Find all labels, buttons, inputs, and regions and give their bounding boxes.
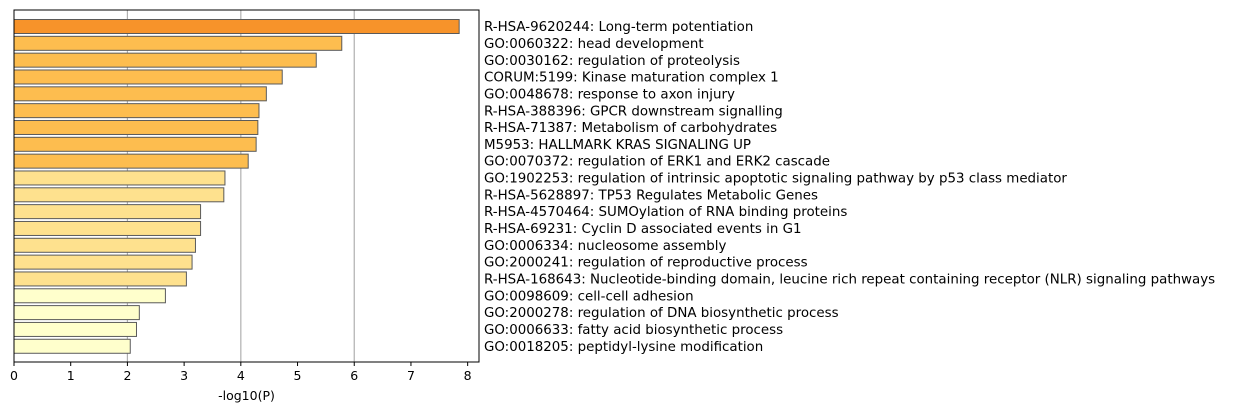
x-tick-label: 7 bbox=[407, 368, 415, 383]
bar bbox=[13, 271, 187, 287]
x-tick-label: 8 bbox=[464, 368, 472, 383]
bars bbox=[13, 19, 460, 354]
category-label: GO:0030162: regulation of proteolysis bbox=[484, 54, 740, 69]
category-label: R-HSA-71387: Metabolism of carbohydrates bbox=[484, 121, 777, 136]
bar bbox=[13, 170, 226, 186]
category-labels: R-HSA-9620244: Long-term potentiation GO:… bbox=[484, 20, 1215, 355]
category-label: M5953: HALLMARK KRAS SIGNALING UP bbox=[484, 138, 751, 153]
category-label: GO:0018205: peptidyl-lysine modification bbox=[484, 340, 763, 355]
bar bbox=[13, 321, 137, 337]
x-tick-label: 4 bbox=[237, 368, 245, 383]
x-axis-title: -log10(P) bbox=[218, 388, 275, 403]
bar bbox=[13, 69, 283, 85]
bar bbox=[13, 237, 196, 253]
bar bbox=[13, 153, 249, 169]
category-label: GO:1902253: regulation of intrinsic apop… bbox=[484, 172, 1067, 187]
category-label: GO:0098609: cell-cell adhesion bbox=[484, 289, 694, 304]
x-axis-ticks: 0 1 2 3 4 5 6 7 8 bbox=[10, 362, 472, 383]
category-label: R-HSA-168643: Nucleotide-binding domain,… bbox=[484, 273, 1215, 288]
bar bbox=[13, 136, 257, 152]
bar bbox=[13, 220, 202, 236]
x-tick-label: 5 bbox=[294, 368, 302, 383]
bar bbox=[13, 52, 317, 68]
category-label: GO:2000278: regulation of DNA biosynthet… bbox=[484, 306, 839, 321]
bar bbox=[13, 35, 343, 51]
bar bbox=[13, 103, 260, 119]
x-tick-label: 0 bbox=[10, 368, 18, 383]
category-label: R-HSA-9620244: Long-term potentiation bbox=[484, 20, 753, 35]
bar bbox=[13, 187, 225, 203]
category-label: R-HSA-388396: GPCR downstream signalling bbox=[484, 104, 783, 119]
plot-frame bbox=[13, 9, 480, 363]
bar bbox=[13, 19, 460, 34]
bar bbox=[13, 305, 140, 321]
x-tick-label: 1 bbox=[67, 368, 75, 383]
bar bbox=[13, 288, 166, 304]
grid-lines bbox=[126, 10, 355, 362]
bar bbox=[13, 338, 131, 354]
category-label: GO:0006633: fatty acid biosynthetic proc… bbox=[484, 323, 783, 338]
category-label: R-HSA-69231: Cyclin D associated events … bbox=[484, 222, 801, 237]
category-label: R-HSA-4570464: SUMOylation of RNA bindin… bbox=[484, 205, 847, 220]
category-label: GO:0006334: nucleosome assembly bbox=[484, 239, 726, 254]
bar bbox=[13, 86, 267, 102]
category-label: GO:2000241: regulation of reproductive p… bbox=[484, 256, 808, 271]
category-label: R-HSA-5628897: TP53 Regulates Metabolic … bbox=[484, 188, 818, 203]
bar bbox=[13, 254, 193, 270]
category-label: GO:0070372: regulation of ERK1 and ERK2 … bbox=[484, 155, 830, 170]
bar bbox=[13, 119, 259, 135]
x-tick-label: 3 bbox=[180, 368, 188, 383]
x-tick-label: 6 bbox=[350, 368, 358, 383]
x-tick-label: 2 bbox=[123, 368, 131, 383]
category-label: CORUM:5199: Kinase maturation complex 1 bbox=[484, 71, 779, 86]
category-label: GO:0048678: response to axon injury bbox=[484, 87, 735, 102]
category-label: GO:0060322: head development bbox=[484, 37, 704, 52]
bar bbox=[13, 204, 202, 220]
